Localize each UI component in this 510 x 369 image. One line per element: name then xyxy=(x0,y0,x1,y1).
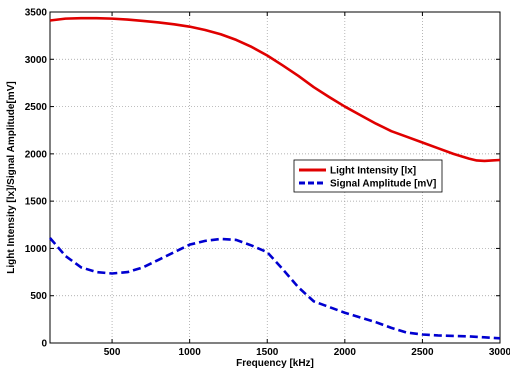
legend: Light Intensity [lx] Signal Amplitude [m… xyxy=(293,159,443,193)
x-tick-label: 500 xyxy=(104,347,121,358)
legend-label-light-intensity: Light Intensity [lx] xyxy=(330,166,416,177)
x-tick-label: 2500 xyxy=(411,347,434,358)
x-tick-label: 2000 xyxy=(334,347,357,358)
x-tick-label: 1000 xyxy=(179,347,202,358)
x-tick-label: 3000 xyxy=(489,347,510,358)
legend-label-signal-amplitude: Signal Amplitude [mV] xyxy=(330,179,436,190)
y-tick-label: 1000 xyxy=(25,244,48,255)
legend-box xyxy=(293,159,443,193)
x-tick-label: 1500 xyxy=(256,347,279,358)
y-tick-label: 0 xyxy=(41,339,47,350)
series-line-light-intensity xyxy=(49,16,501,163)
y-tick-label: 3500 xyxy=(25,8,48,19)
y-tick-label: 2500 xyxy=(25,102,48,113)
axis-ticks: 500 1000 1500 2000 2500 3000 0 500 1000 1500 2000 2… xyxy=(25,8,510,359)
x-axis-label: Frequency [kHz] xyxy=(236,358,314,369)
y-tick-label: 1500 xyxy=(25,197,48,208)
y-axis-label: Light Intensity [lx]/Signal Amplitude[mV… xyxy=(6,81,17,273)
series-line-signal-amplitude xyxy=(49,237,501,340)
plot-frame xyxy=(49,11,501,344)
y-tick-label: 3000 xyxy=(25,55,48,66)
y-tick-label: 500 xyxy=(30,291,47,302)
y-tick-label: 2000 xyxy=(25,149,48,160)
series-layer xyxy=(49,16,501,340)
